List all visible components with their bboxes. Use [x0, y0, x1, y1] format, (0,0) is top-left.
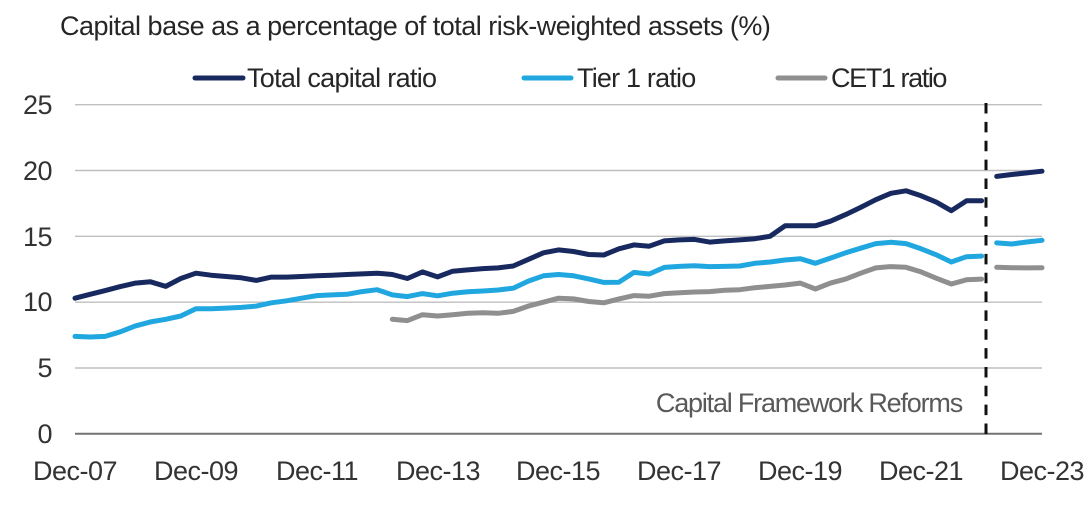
svg-text:Dec-23: Dec-23	[1000, 456, 1084, 486]
svg-text:Capital Framework Reforms: Capital Framework Reforms	[656, 388, 963, 418]
svg-text:Total capital ratio: Total capital ratio	[247, 63, 436, 93]
svg-text:CET1 ratio: CET1 ratio	[831, 63, 946, 93]
svg-text:Dec-13: Dec-13	[396, 456, 480, 486]
svg-text:15: 15	[23, 222, 52, 252]
svg-text:0: 0	[37, 419, 52, 449]
svg-text:20: 20	[23, 156, 52, 186]
svg-text:5: 5	[37, 353, 52, 383]
svg-text:Dec-09: Dec-09	[154, 456, 238, 486]
svg-text:Dec-21: Dec-21	[879, 456, 963, 486]
svg-text:Tier 1 ratio: Tier 1 ratio	[577, 63, 695, 93]
svg-text:Dec-07: Dec-07	[33, 456, 117, 486]
svg-text:Dec-19: Dec-19	[758, 456, 842, 486]
svg-text:Dec-15: Dec-15	[516, 456, 600, 486]
svg-text:10: 10	[23, 287, 52, 317]
svg-text:25: 25	[23, 90, 52, 120]
svg-text:Dec-17: Dec-17	[637, 456, 721, 486]
svg-text:Dec-11: Dec-11	[276, 456, 358, 486]
svg-text:Capital base as a percentage o: Capital base as a percentage of total ri…	[60, 11, 770, 41]
